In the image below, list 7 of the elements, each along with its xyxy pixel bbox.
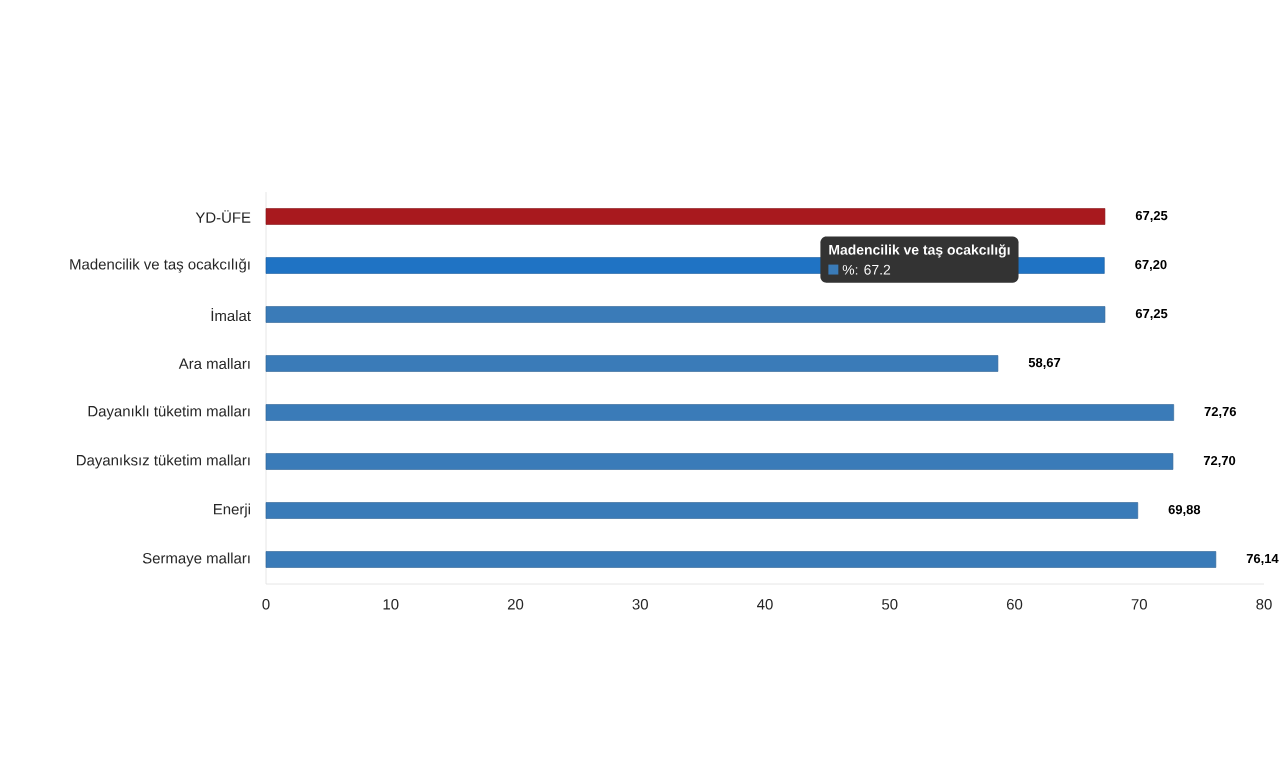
bar: [265, 551, 1217, 568]
bar: [265, 404, 1174, 421]
bar: [265, 306, 1106, 323]
bar: [265, 502, 1139, 519]
bar: [265, 355, 999, 372]
bar: [265, 453, 1174, 470]
bar: [265, 208, 1106, 225]
